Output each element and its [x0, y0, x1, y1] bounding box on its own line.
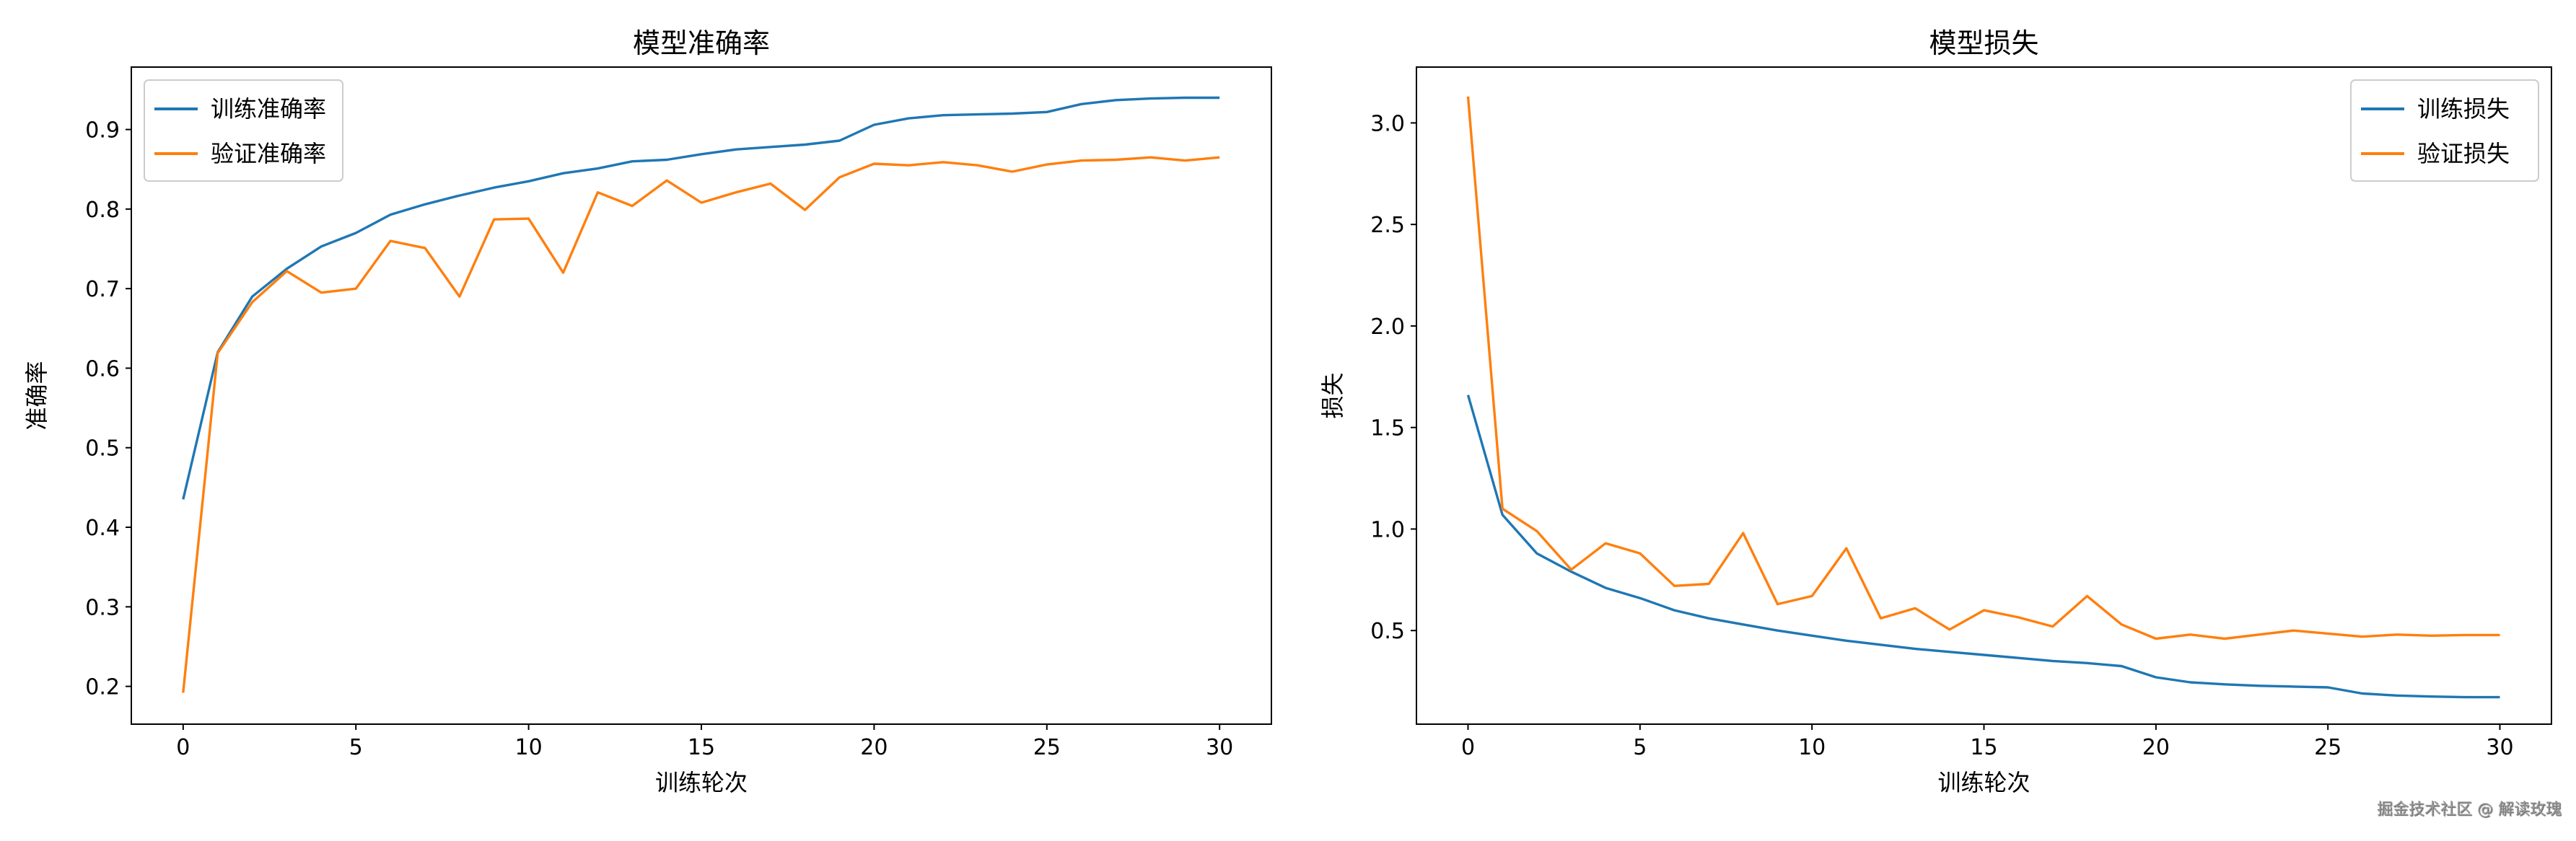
- x-tick-label: 10: [515, 735, 543, 760]
- y-tick-label: 0.3: [85, 595, 120, 620]
- y-tick-label: 0.6: [85, 356, 120, 382]
- x-tick-label: 15: [688, 735, 715, 760]
- chart-accuracy: 0 5 10 15 20 25 30 0.2 0.3 0.4 0.5 0.6 0.7 0.8 0.9 模型准确…: [23, 27, 1272, 796]
- y-tick-label: 0.2: [85, 675, 120, 700]
- watermark: 掘金技术社区 @ 解读玫瑰: [2377, 801, 2562, 819]
- y-tick-label: 3.0: [1370, 111, 1405, 136]
- y-axis-label: 损失: [1319, 372, 1346, 418]
- x-tick-label: 20: [860, 735, 888, 760]
- x-tick-label: 30: [2486, 735, 2513, 760]
- x-tick-label: 25: [1033, 735, 1061, 760]
- chart-title: 模型准确率: [633, 27, 770, 59]
- legend-label: 验证损失: [2417, 140, 2510, 167]
- legend-box: [144, 79, 343, 182]
- x-tick-label: 25: [2314, 735, 2341, 760]
- legend-box: [2350, 79, 2539, 182]
- y-tick-label: 0.7: [85, 277, 120, 302]
- x-tick-label: 5: [349, 735, 363, 760]
- series-line-val: [1466, 96, 2500, 640]
- x-axis-label: 训练轮次: [1937, 769, 2030, 796]
- x-tick-label: 30: [1206, 735, 1233, 760]
- y-tick-label: 2.5: [1370, 213, 1405, 238]
- x-tick-label: 0: [1461, 735, 1475, 760]
- y-tick-label: 0.4: [85, 516, 120, 541]
- legend-label: 训练准确率: [211, 95, 326, 123]
- x-tick-label: 15: [1970, 735, 1997, 760]
- y-tick-label: 0.9: [85, 118, 120, 144]
- axes-frame: [1416, 66, 2552, 725]
- axes-frame: [131, 66, 1272, 725]
- legend-label: 验证准确率: [211, 140, 326, 167]
- series-line-train: [182, 96, 1220, 500]
- y-tick-label: 2.0: [1370, 314, 1405, 340]
- legend-label: 训练损失: [2417, 95, 2510, 123]
- chart-title: 模型损失: [1929, 27, 2038, 59]
- x-tick-label: 10: [1798, 735, 1826, 760]
- x-tick-label: 0: [176, 735, 190, 760]
- y-tick-label: 1.5: [1370, 416, 1405, 441]
- series-line-train: [1466, 395, 2500, 699]
- y-tick-label: 0.5: [1370, 619, 1405, 644]
- series-line-val: [182, 156, 1220, 693]
- y-axis-label: 准确率: [23, 361, 51, 430]
- x-axis-label: 训练轮次: [655, 769, 748, 796]
- x-tick-label: 20: [2142, 735, 2170, 760]
- y-tick-label: 0.5: [85, 436, 120, 462]
- y-tick-label: 1.0: [1370, 517, 1405, 542]
- x-tick-label: 5: [1633, 735, 1647, 760]
- y-tick-label: 0.8: [85, 198, 120, 223]
